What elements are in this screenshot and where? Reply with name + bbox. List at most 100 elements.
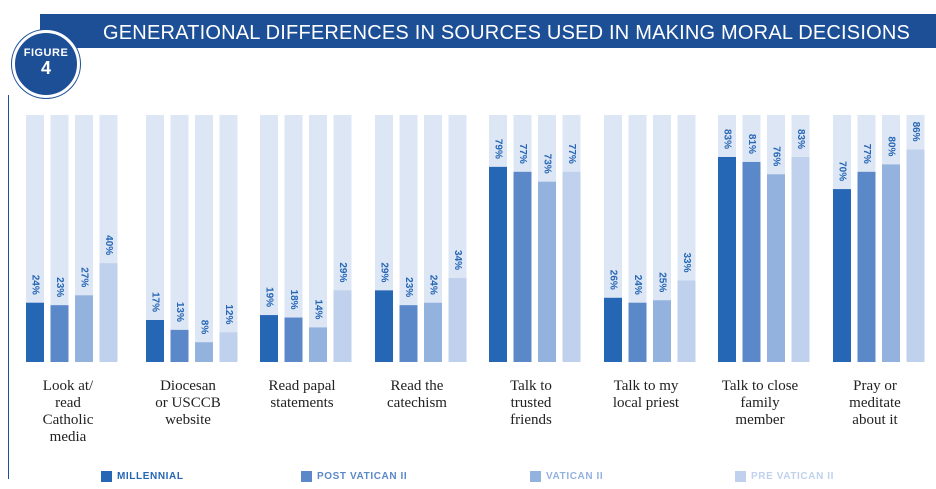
value-label: 25%: [657, 272, 668, 292]
category-label-line: Talk to close: [721, 378, 799, 394]
legend-label: MILLENNIAL: [117, 470, 184, 482]
bar: [742, 161, 761, 362]
category-label: Read the catechism: [361, 378, 473, 412]
bar-chart: 24% 23% 27% 40% 17% 13% 8% 12% 19% 18% 14% 29% 29% 23…: [26, 115, 925, 362]
legend-item: MILLENNIAL: [101, 468, 184, 484]
bar-track: [146, 115, 164, 362]
value-label: 83%: [795, 129, 806, 149]
bar-track: [26, 115, 44, 362]
value-label: 24%: [428, 275, 439, 295]
bar: [399, 305, 418, 362]
legend-label: POST VATICAN II: [317, 470, 408, 482]
title-banner: [40, 14, 936, 48]
legend-item: PRE VATICAN II: [735, 468, 834, 484]
value-label: 86%: [910, 122, 921, 142]
category-label-line: catechism: [387, 395, 447, 411]
bar: [677, 280, 696, 362]
category-label-line: Catholic: [42, 412, 94, 428]
value-label: 18%: [288, 290, 299, 310]
bar: [260, 315, 278, 362]
left-rule: [8, 95, 9, 479]
bar-track: [219, 115, 238, 362]
category-label-line: about it: [852, 412, 898, 428]
legend-swatch: [735, 470, 746, 482]
bar: [309, 327, 327, 362]
category-label-line: Read papal: [268, 378, 336, 394]
figure-label: FIGURE: [23, 47, 69, 59]
bar-track: [260, 115, 278, 362]
legend-item: VATICAN II: [530, 468, 603, 484]
bar: [333, 290, 352, 362]
bar-track: [309, 115, 327, 362]
category-label-line: friends: [510, 412, 552, 428]
category-label: Talk to trusted friends: [475, 378, 587, 429]
value-label: 81%: [746, 134, 757, 154]
legend-swatch: [101, 470, 112, 482]
bar: [562, 171, 581, 362]
legend: MILLENNIAL POST VATICAN II VATICAN II PRE V…: [0, 468, 936, 488]
category-label: Diocesan or USCCB website: [132, 378, 244, 429]
category-label-line: member: [735, 412, 785, 428]
value-label: 29%: [337, 262, 348, 282]
legend-swatch: [301, 470, 312, 482]
bar: [604, 297, 622, 362]
bar: [489, 166, 507, 362]
bar: [653, 300, 671, 362]
bar: [628, 302, 647, 362]
bar: [50, 305, 69, 362]
value-label: 77%: [861, 144, 872, 164]
bar: [99, 263, 118, 362]
bar: [448, 278, 467, 362]
figure-number: 4: [40, 58, 51, 78]
value-label: 19%: [264, 287, 275, 307]
bar: [26, 302, 44, 362]
category-label-line: Talk to: [510, 378, 552, 394]
legend-label: PRE VATICAN II: [751, 470, 835, 482]
bar: [882, 164, 900, 362]
value-label: 17%: [150, 292, 161, 312]
value-label: 26%: [608, 270, 619, 290]
value-label: 24%: [632, 275, 643, 295]
bar: [375, 290, 393, 362]
bar-track: [399, 115, 418, 362]
bar: [170, 329, 189, 362]
bar: [284, 317, 303, 362]
bar: [538, 181, 556, 362]
category-label: Talk to my local priest: [590, 378, 702, 412]
value-label: 76%: [771, 146, 782, 166]
value-label: 29%: [379, 262, 390, 282]
category-label: Talk to close family member: [704, 378, 816, 429]
category-label: Pray or meditate about it: [819, 378, 931, 429]
category-label-line: trusted: [510, 395, 552, 411]
bar: [718, 156, 736, 362]
bar: [513, 171, 532, 362]
bar: [195, 342, 213, 362]
value-label: 77%: [517, 144, 528, 164]
category-label-line: meditate: [849, 395, 901, 411]
figure-badge: FIGURE 4: [12, 30, 80, 98]
category-label-line: read: [55, 395, 81, 411]
category-label-line: local priest: [612, 395, 680, 411]
category-label: Read papal statements: [246, 378, 358, 412]
value-label: 73%: [542, 154, 553, 174]
bar-track: [195, 115, 213, 362]
bar: [906, 149, 925, 362]
value-label: 77%: [566, 144, 577, 164]
value-label: 27%: [79, 267, 90, 287]
bar: [146, 320, 164, 362]
category-label: Look at/read Catholic media: [12, 378, 124, 446]
bar-track: [424, 115, 442, 362]
legend-label: VATICAN II: [546, 470, 604, 482]
bar: [75, 295, 93, 362]
category-label-line: or USCCB: [155, 395, 221, 411]
value-label: 13%: [174, 302, 185, 322]
bar: [833, 189, 851, 362]
value-label: 34%: [452, 250, 463, 270]
value-label: 23%: [54, 277, 65, 297]
legend-item: POST VATICAN II: [301, 468, 407, 484]
category-label-line: website: [165, 412, 211, 428]
value-label: 83%: [722, 129, 733, 149]
category-label-line: statements: [270, 395, 334, 411]
value-label: 33%: [681, 252, 692, 272]
bar: [219, 332, 238, 362]
